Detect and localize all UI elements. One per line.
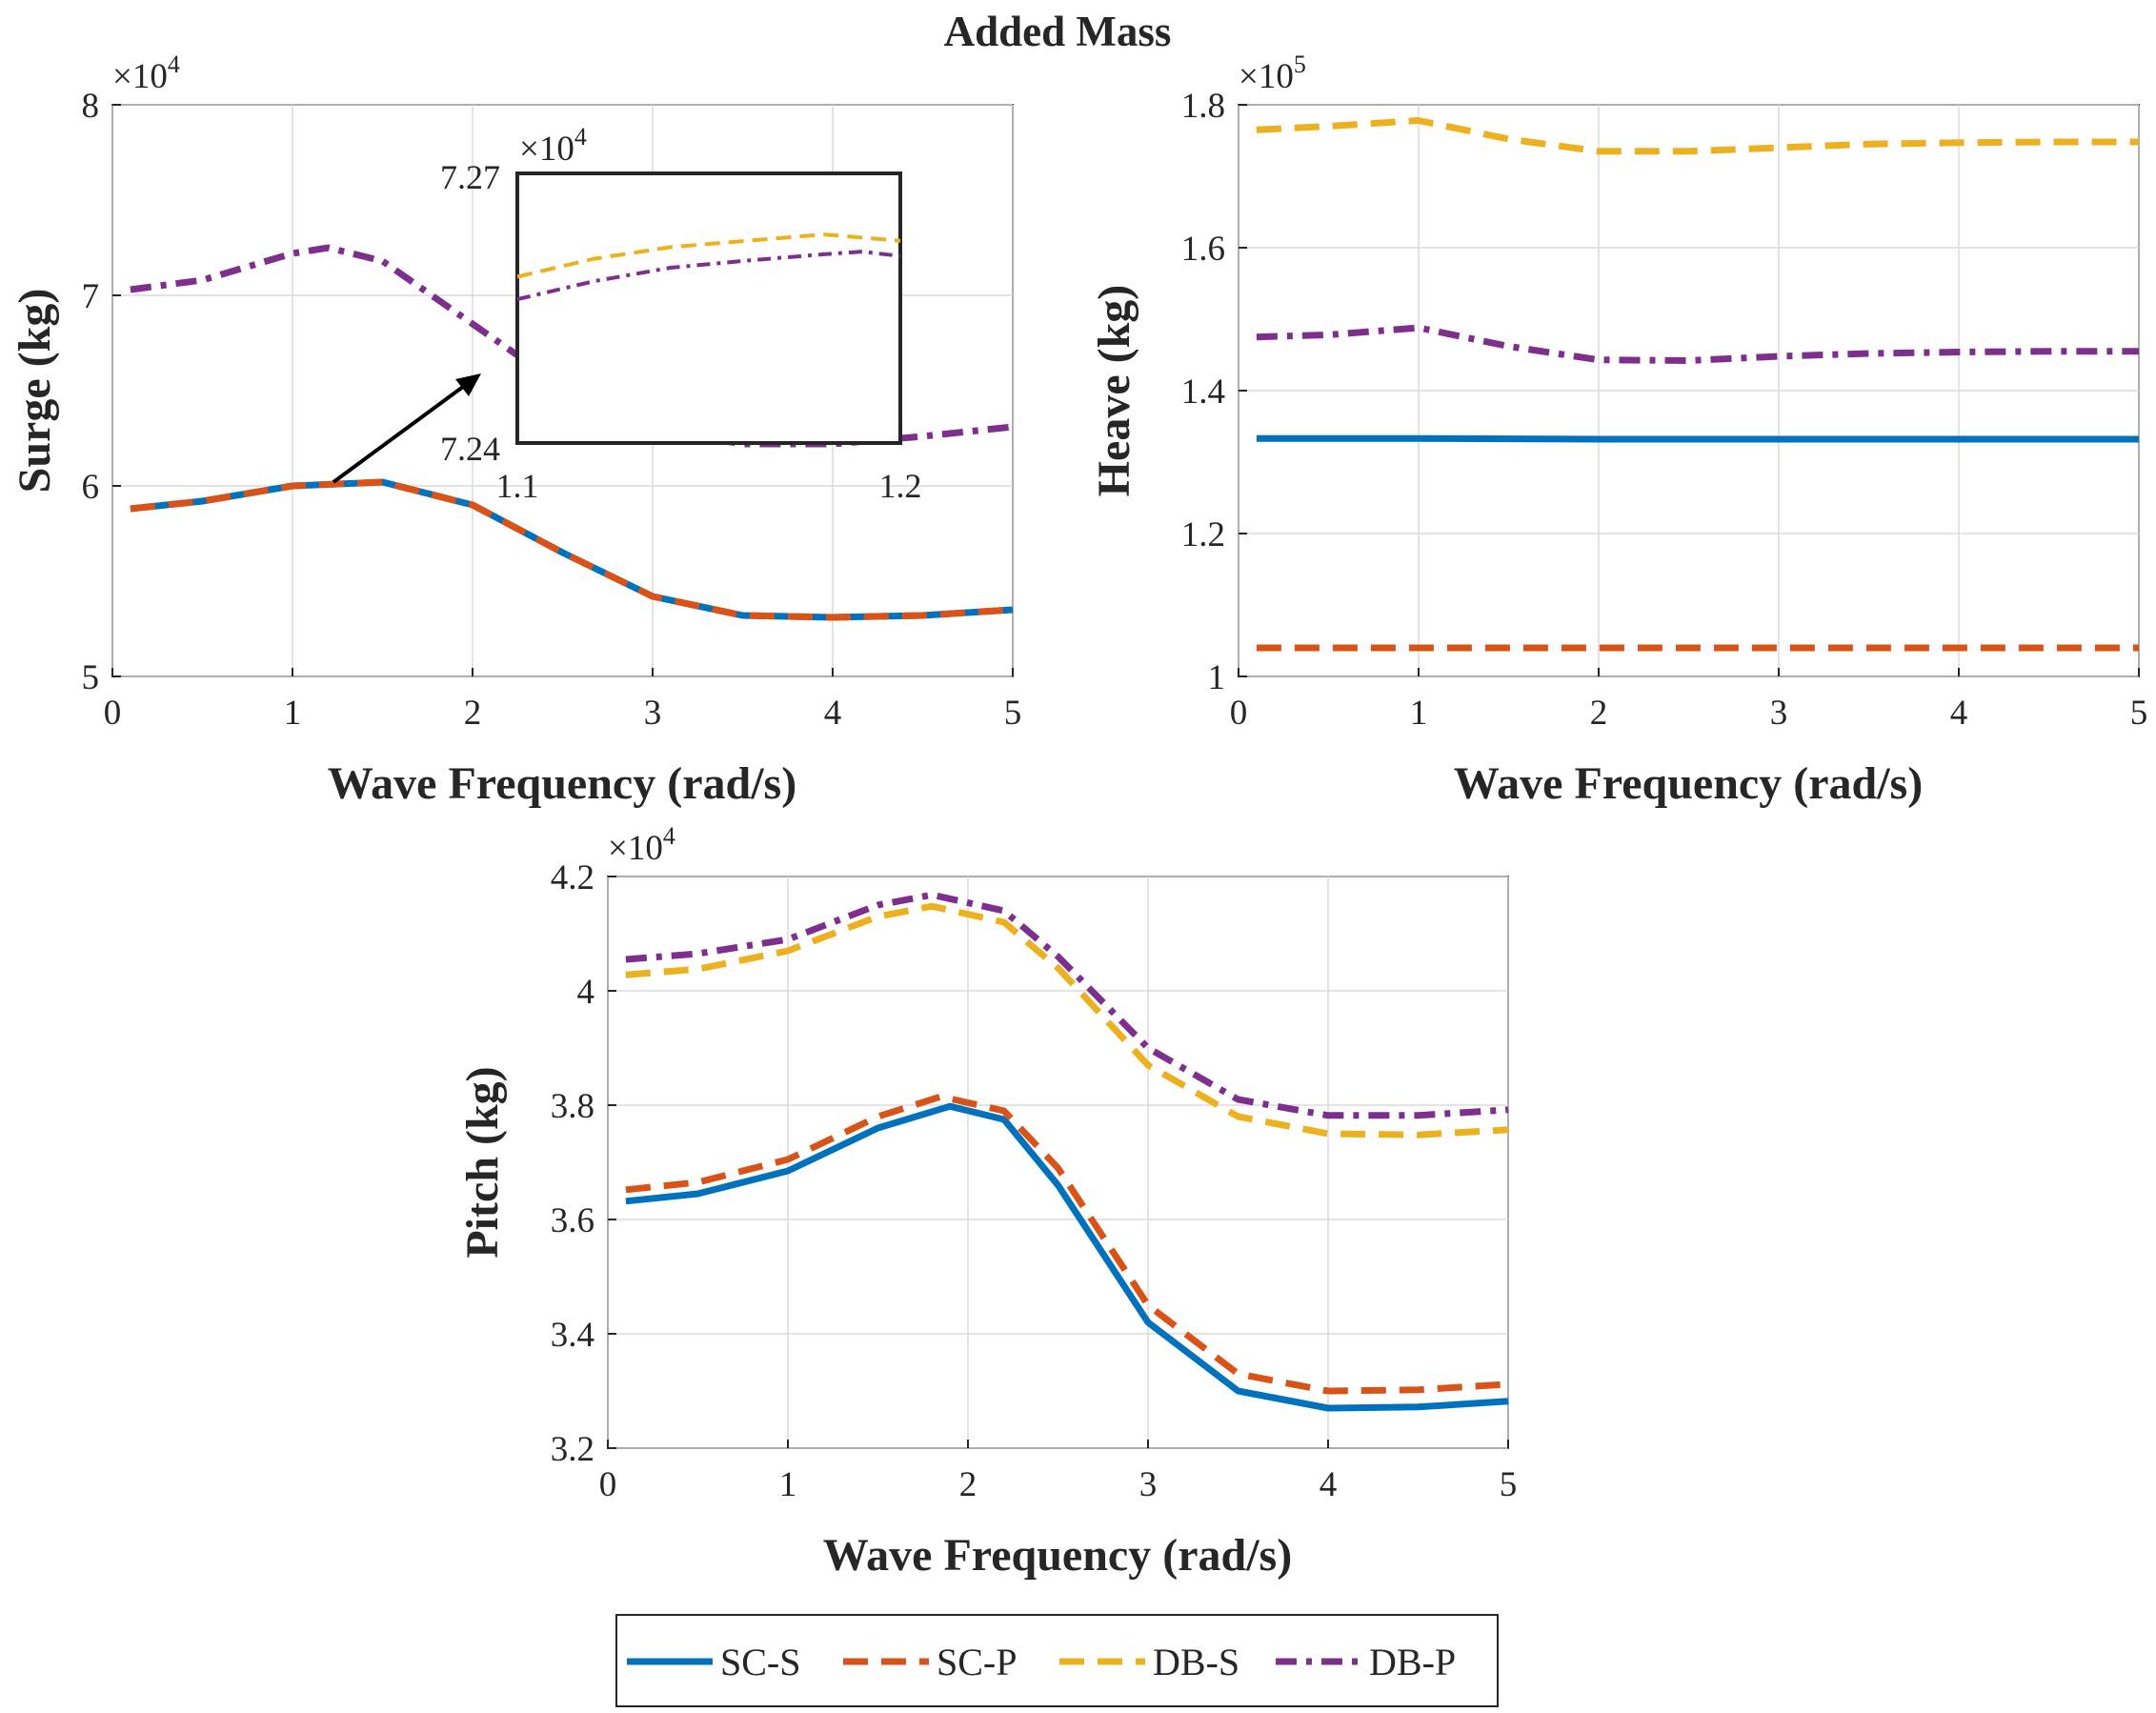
zoom-arrow (332, 373, 481, 484)
heave-series (1256, 117, 2139, 652)
legend-item-sc-p: SC-P (843, 1641, 1018, 1683)
pitch-series-db-p (625, 891, 1509, 1119)
heave-axes: 0 1 2 3 4 511.21.41.61.8 ×105 Heave (kg) Wave… (1089, 50, 2147, 809)
surge-series-sc-p (130, 478, 1014, 621)
pitch-xlabel: Wave Frequency (rad/s) (823, 1530, 1292, 1581)
surge-xtick-label: 1 (284, 694, 302, 733)
heave-ytick-label: 1.2 (1181, 515, 1225, 554)
inset-series-db-s (516, 232, 901, 279)
pitch-series (625, 891, 1509, 1412)
inset-ytick-top: 7.27 (440, 158, 500, 196)
legend-label-db-s: DB-S (1153, 1641, 1239, 1683)
pitch-xtick-label: 1 (779, 1465, 797, 1504)
pitch-series-db-s (625, 902, 1509, 1139)
surge-ylabel: Surge (kg) (10, 289, 60, 494)
legend-label-sc-s: SC-S (720, 1641, 801, 1683)
pitch-xtick-label: 3 (1139, 1465, 1158, 1504)
inset-series (516, 232, 901, 302)
pitch-xtick-label: 0 (599, 1465, 617, 1504)
surge-xlabel: Wave Frequency (rad/s) (328, 758, 796, 809)
heave-xtick-label: 3 (1770, 694, 1788, 733)
heave-ytick-label: 1.8 (1181, 87, 1225, 126)
heave-xtick-label: 0 (1230, 694, 1248, 733)
inset-series-db-p (516, 250, 901, 302)
surge-ytick-label: 7 (82, 277, 100, 316)
pitch-ytick-label: 4.2 (551, 858, 594, 897)
pitch-multiplier: ×104 (608, 822, 675, 868)
heave-series-db-s (1256, 117, 2139, 155)
legend-item-db-s: DB-S (1059, 1641, 1239, 1683)
legend-label-db-p: DB-P (1369, 1641, 1456, 1683)
inset-xtick-right: 1.2 (879, 467, 922, 505)
heave-series-sc-s (1256, 434, 2139, 443)
heave-xtick-label: 1 (1410, 694, 1428, 733)
surge-ytick-label: 6 (82, 468, 100, 507)
pitch-axes: 0 1 2 3 4 5 3.2 3.4 3.6 3.8 4 4.2 ×104 Pitch (kg) W… (457, 822, 1517, 1581)
surge-ytick-label: 8 (82, 87, 100, 126)
pitch-ytick-label: 3.6 (551, 1201, 594, 1240)
pitch-ytick-label: 3.8 (551, 1087, 594, 1126)
surge-xtick-label: 4 (824, 694, 842, 733)
heave-grid (1238, 104, 2140, 677)
legend-item-sc-s: SC-S (627, 1641, 801, 1683)
heave-ylabel: Heave (kg) (1089, 285, 1139, 497)
heave-multiplier: ×105 (1239, 50, 1306, 96)
pitch-grid (607, 876, 1509, 1449)
legend-label-sc-p: SC-P (937, 1641, 1018, 1683)
surge-multiplier: ×104 (112, 50, 180, 96)
heave-xlabel: Wave Frequency (rad/s) (1454, 758, 1923, 809)
pitch-series-sc-p (625, 1093, 1509, 1395)
legend-item-db-p: DB-P (1276, 1641, 1456, 1683)
inset-multiplier: ×104 (519, 123, 587, 169)
surge-inset-axes: 7.27 7.24 1.1 1.2 ×104 (440, 123, 922, 505)
legend-box (615, 1614, 1499, 1707)
inset-plot-frame (515, 171, 902, 445)
pitch-ytick-label: 3.2 (551, 1430, 594, 1469)
heave-series-db-p (1256, 324, 2139, 364)
heave-ytick-label: 1.4 (1181, 373, 1225, 412)
heave-ytick-label: 1 (1208, 658, 1226, 697)
inset-xtick-left: 1.1 (496, 467, 539, 505)
surge-xtick-label: 5 (1004, 694, 1022, 733)
pitch-xtick-label: 2 (959, 1465, 977, 1504)
heave-ticks: 0 1 2 3 4 511.21.41.61.8 (1181, 87, 2148, 733)
pitch-ytick-label: 3.4 (551, 1316, 594, 1355)
legend: SC-S SC-P DB-S DB-P (615, 1614, 1499, 1707)
surge-ytick-label: 5 (82, 658, 100, 697)
surge-xtick-label: 3 (644, 694, 662, 733)
pitch-ticks: 0 1 2 3 4 5 3.2 3.4 3.6 3.8 4 4.2 (551, 858, 1518, 1504)
pitch-xtick-label: 5 (1500, 1465, 1518, 1504)
figure-title: Added Mass (944, 8, 1172, 55)
inset-ytick-bottom: 7.24 (440, 430, 500, 468)
heave-xtick-label: 2 (1590, 694, 1608, 733)
surge-xtick-label: 0 (104, 694, 122, 733)
pitch-ytick-label: 4 (577, 973, 595, 1012)
heave-xtick-label: 5 (2130, 694, 2148, 733)
heave-xtick-label: 4 (1950, 694, 1968, 733)
heave-ytick-label: 1.6 (1181, 230, 1225, 269)
surge-ticks: 0 1 2 3 4 5 5 6 7 8 (82, 87, 1022, 733)
pitch-series-sc-s (625, 1102, 1509, 1412)
pitch-ylabel: Pitch (kg) (457, 1066, 508, 1258)
pitch-xtick-label: 4 (1320, 1465, 1338, 1504)
surge-xtick-label: 2 (464, 694, 482, 733)
